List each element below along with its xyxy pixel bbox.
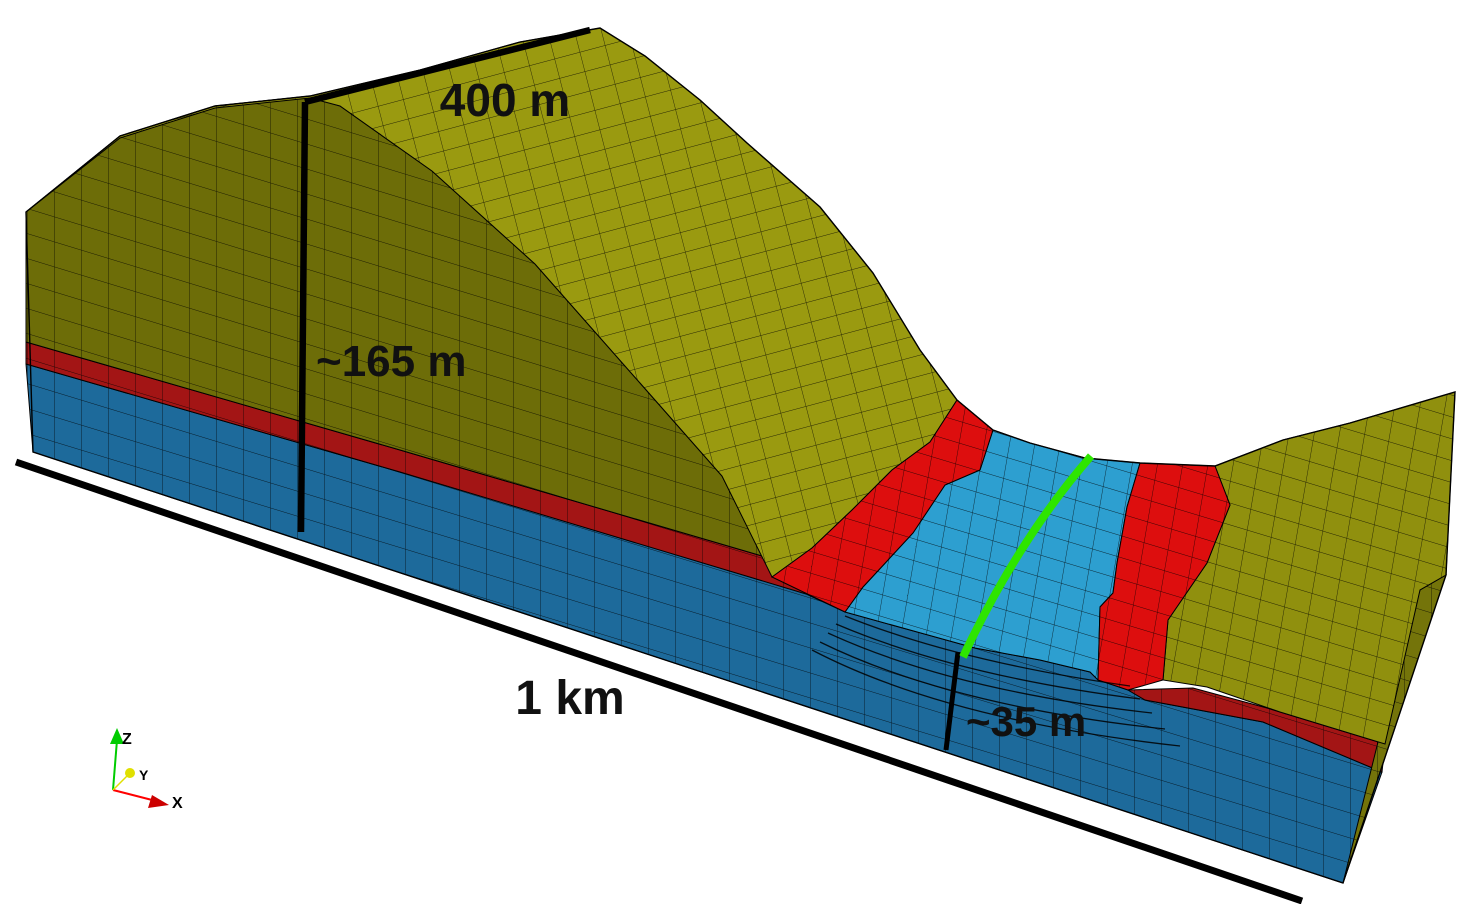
annotation-1km-line [14,458,1304,904]
weak-layer-outcrop-right [1097,462,1231,691]
right-slope-surface [1162,391,1456,745]
y-axis-label: Y [139,767,149,783]
z-axis [112,739,118,791]
valley-drape-mesh-lines [811,615,1181,747]
profile-marker-line [959,453,1095,659]
label-165m: ~165 m [316,337,466,386]
label-1km: 1 km [515,672,624,725]
x-axis-arrowhead [148,795,169,808]
z-axis-arrowhead [110,728,124,744]
label-35m: ~35 m [966,698,1086,745]
weak-layer-outcrop-left [771,399,994,613]
z-axis-label: Z [122,731,132,748]
annotation-165m-line [297,101,309,533]
y-axis [112,775,128,791]
y-axis-dot [125,768,135,778]
x-axis-label: X [172,795,183,812]
annotation-35m-line [943,651,961,751]
model-outline [25,27,1456,884]
axes-widget: Z Y X [110,728,183,812]
label-400m: 400 m [440,74,570,126]
annotation-400m-line [304,26,591,106]
x-axis [112,789,157,802]
